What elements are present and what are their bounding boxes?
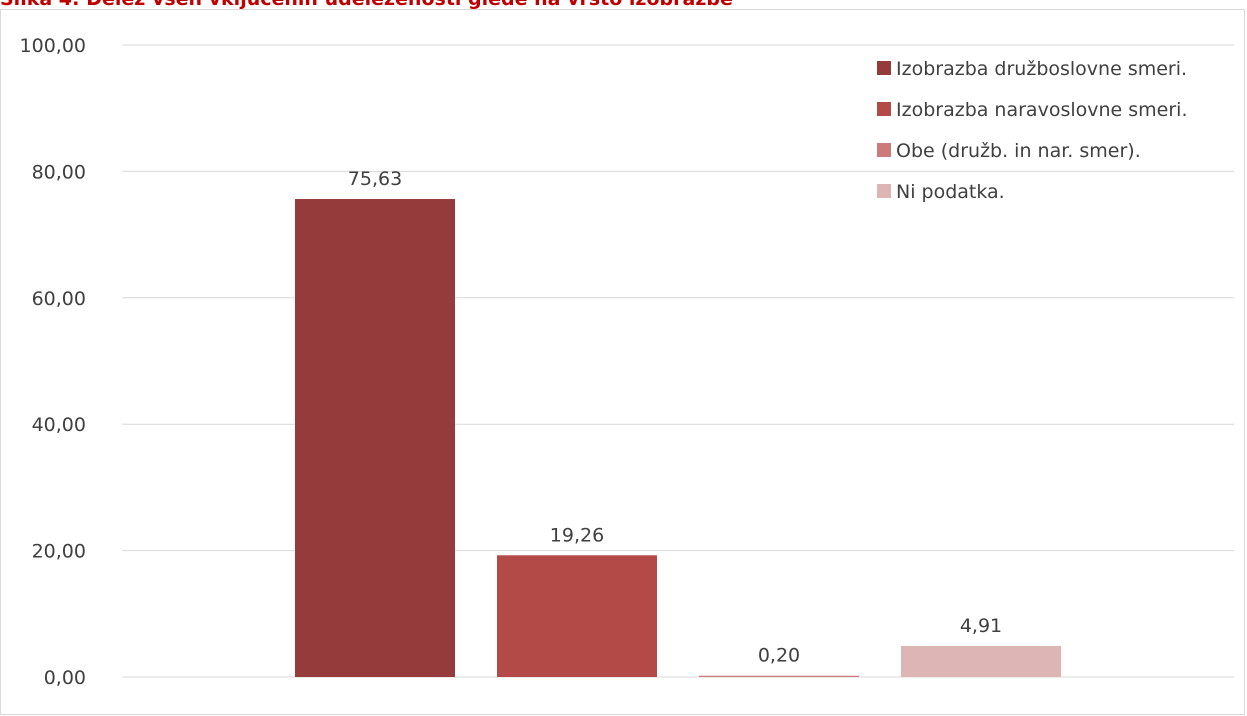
legend-swatch xyxy=(877,184,891,198)
data-label: 19,26 xyxy=(550,524,604,546)
y-tick-label: 0,00 xyxy=(44,667,86,689)
bar xyxy=(497,555,657,677)
legend-swatch xyxy=(877,61,891,75)
legend-label: Izobrazba naravoslovne smeri. xyxy=(896,99,1188,121)
legend-label: Izobrazba družboslovne smeri. xyxy=(896,58,1187,80)
chart-area xyxy=(0,9,1245,715)
data-label: 75,63 xyxy=(348,168,402,190)
legend-swatch xyxy=(877,143,891,157)
y-tick-label: 80,00 xyxy=(32,161,86,183)
y-tick-label: 100,00 xyxy=(20,35,86,57)
bar xyxy=(699,675,859,677)
legend: Izobrazba družboslovne smeri. Izobrazba n… xyxy=(877,58,1188,203)
legend-swatch xyxy=(877,102,891,116)
bar xyxy=(901,645,1061,677)
y-tick-label: 40,00 xyxy=(32,414,86,436)
data-label: 4,91 xyxy=(960,615,1002,637)
bar xyxy=(295,199,455,677)
data-labels: 75,63 19,26 0,20 4,91 xyxy=(348,168,1002,667)
y-tick-label: 20,00 xyxy=(32,541,86,563)
y-axis-tick-labels: 0,00 20,00 40,00 60,00 80,00 100,00 xyxy=(20,35,86,689)
bars xyxy=(295,199,1061,677)
legend-label: Ni podatka. xyxy=(896,181,1005,203)
page-title: Slika 4: Delež vseh vključenih udeleženo… xyxy=(0,0,733,10)
y-tick-label: 60,00 xyxy=(32,288,86,310)
legend-label: Obe (družb. in nar. smer). xyxy=(896,140,1141,162)
data-label: 0,20 xyxy=(758,645,800,667)
